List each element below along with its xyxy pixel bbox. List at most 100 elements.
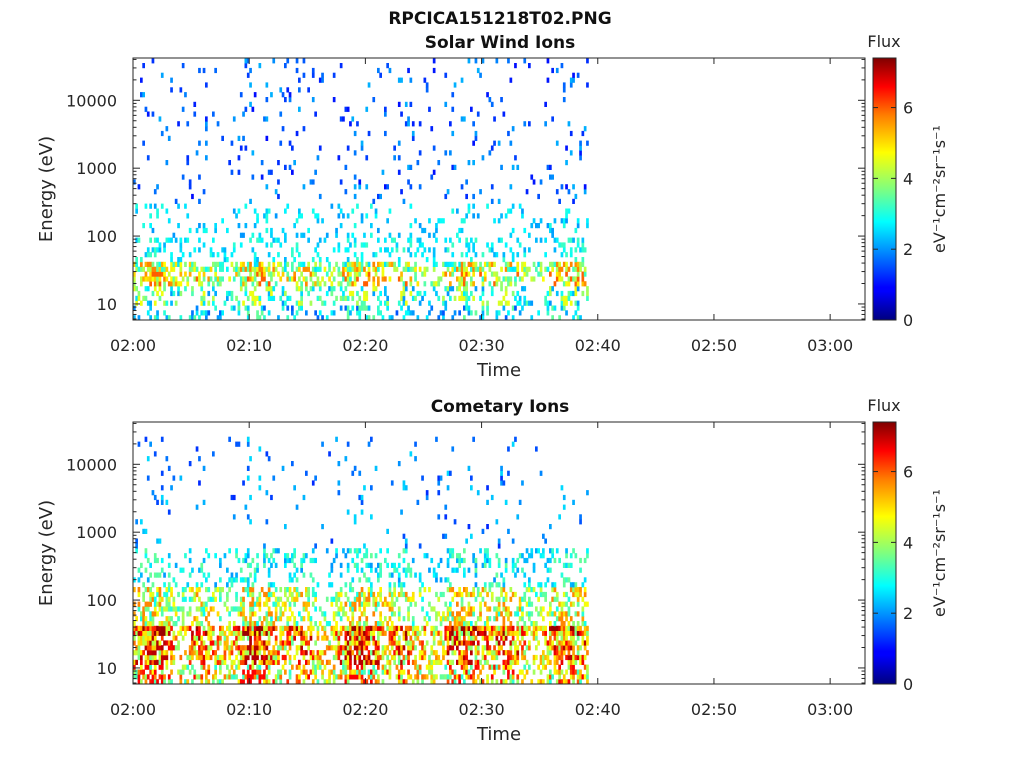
heatmap-cell — [425, 490, 429, 496]
heatmap-cell — [583, 266, 587, 272]
heatmap-cell — [186, 276, 190, 282]
heatmap-cell — [449, 271, 452, 277]
heatmap-cell — [365, 645, 369, 651]
heatmap-cell — [562, 242, 566, 248]
heatmap-cell — [544, 101, 547, 107]
heatmap-cell — [160, 621, 164, 627]
heatmap-cell — [339, 223, 343, 229]
heatmap-cell — [560, 295, 564, 301]
heatmap-cell — [151, 650, 155, 656]
heatmap-cell — [140, 679, 143, 684]
heatmap-cell — [500, 237, 503, 243]
heatmap-cell — [465, 242, 468, 248]
heatmap-cell — [386, 601, 389, 607]
heatmap-cell — [372, 97, 376, 103]
heatmap-cell — [511, 315, 515, 320]
heatmap-cell — [265, 82, 269, 88]
heatmap-cell — [372, 290, 376, 297]
heatmap-cell — [265, 451, 269, 457]
heatmap-cell — [284, 208, 287, 214]
heatmap-cell — [377, 621, 380, 627]
heatmap-cell — [281, 290, 285, 297]
heatmap-cell — [360, 305, 364, 311]
heatmap-cell — [316, 625, 320, 631]
heatmap-cell — [349, 625, 352, 631]
heatmap-cell — [353, 174, 357, 180]
heatmap-cell — [344, 664, 348, 670]
heatmap-cell — [432, 247, 436, 253]
heatmap-cell — [509, 630, 513, 636]
heatmap-cell — [363, 601, 366, 607]
heatmap-cell — [509, 659, 513, 665]
heatmap-cell — [463, 218, 466, 224]
heatmap-cell — [195, 587, 199, 593]
heatmap-cell — [479, 271, 482, 277]
heatmap-cell — [479, 625, 482, 631]
heatmap-cell — [388, 587, 392, 593]
heatmap-cell — [339, 116, 343, 122]
heatmap-cell — [302, 616, 306, 622]
heatmap-cell — [493, 645, 496, 651]
heatmap-cell — [209, 252, 213, 258]
heatmap-cell — [265, 213, 269, 219]
heatmap-cell — [549, 606, 552, 612]
heatmap-cell — [562, 247, 566, 253]
heatmap-cell — [160, 203, 164, 209]
heatmap-cell — [470, 310, 473, 316]
heatmap-cell — [195, 446, 199, 452]
heatmap-cell — [397, 635, 401, 641]
heatmap-cell — [388, 208, 392, 214]
heatmap-cell — [216, 635, 220, 641]
heatmap-cell — [335, 232, 338, 238]
heatmap-cell — [342, 664, 345, 670]
heatmap-cell — [390, 572, 394, 578]
heatmap-cells-solar-wind — [133, 58, 589, 320]
heatmap-cell — [172, 621, 176, 627]
heatmap-cell — [274, 587, 278, 593]
heatmap-cell — [165, 654, 169, 661]
colorbar-title-solar-wind: Flux — [867, 32, 900, 51]
heatmap-cell — [497, 650, 501, 656]
heatmap-cell — [165, 640, 169, 646]
heatmap-cell — [581, 290, 585, 297]
heatmap-cell — [430, 625, 434, 631]
heatmap-cell — [242, 261, 245, 267]
heatmap-cell — [470, 635, 473, 641]
heatmap-cell — [242, 266, 245, 272]
heatmap-cell — [158, 116, 162, 122]
heatmap-cell — [400, 659, 403, 665]
heatmap-cell — [328, 659, 331, 665]
heatmap-cell — [539, 669, 543, 675]
heatmap-cell — [546, 310, 550, 316]
heatmap-cell — [583, 664, 587, 670]
heatmap-cell — [502, 596, 506, 602]
heatmap-cell — [181, 587, 185, 593]
heatmap-cell — [332, 669, 336, 675]
heatmap-cell — [291, 247, 294, 253]
heatmap-cell — [560, 621, 564, 627]
heatmap-cell — [256, 295, 259, 301]
heatmap-cell — [423, 77, 427, 83]
heatmap-cell — [202, 499, 206, 505]
heatmap-cell — [500, 611, 503, 617]
heatmap-cell — [551, 582, 554, 588]
heatmap-cell — [200, 606, 204, 612]
heatmap-cell — [500, 480, 503, 486]
heatmap-cell — [569, 664, 573, 670]
heatmap-cell — [256, 266, 259, 272]
heatmap-cell — [504, 679, 508, 684]
heatmap-cell — [314, 261, 317, 267]
heatmap-cell — [144, 654, 148, 661]
heatmap-cell — [411, 130, 415, 137]
heatmap-cell — [353, 252, 357, 258]
heatmap-cell — [356, 640, 359, 646]
heatmap-cell — [553, 557, 557, 564]
heatmap-cell — [467, 160, 471, 166]
heatmap-cell — [212, 625, 215, 631]
heatmap-cell — [205, 654, 208, 661]
heatmap-cell — [246, 650, 250, 656]
heatmap-cell — [483, 601, 487, 607]
heatmap-cell — [221, 310, 224, 316]
heatmap-cell — [349, 621, 352, 627]
heatmap-cell — [407, 164, 410, 170]
